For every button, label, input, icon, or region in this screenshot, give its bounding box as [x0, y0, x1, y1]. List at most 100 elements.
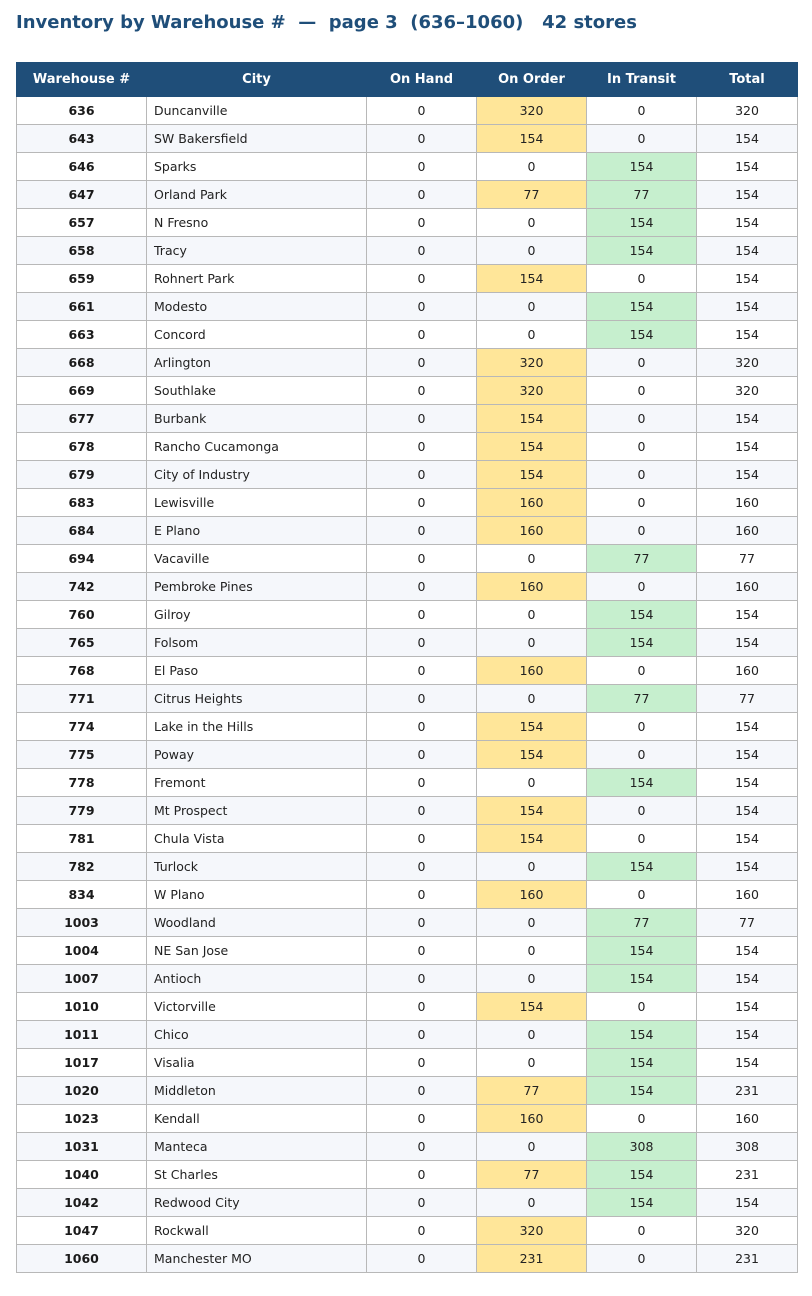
column-header-on-hand[interactable]: On Hand	[366, 62, 477, 97]
city-cell: Rockwall	[146, 1216, 367, 1245]
table-row: 684 E Plano 0 160 0 160	[16, 516, 798, 545]
on-hand-cell: 0	[366, 852, 477, 881]
on-hand-cell: 0	[366, 1216, 477, 1245]
warehouse-cell: 775	[16, 740, 147, 769]
table-row: 1007 Antioch 0 0 154 154	[16, 964, 798, 993]
in-transit-cell: 0	[586, 460, 697, 489]
inventory-table: Warehouse # City On Hand On Order In Tra…	[16, 62, 798, 1273]
table-row: 760 Gilroy 0 0 154 154	[16, 600, 798, 629]
city-cell: Middleton	[146, 1076, 367, 1105]
table-row: 647 Orland Park 0 77 77 154	[16, 180, 798, 209]
on-hand-cell: 0	[366, 796, 477, 825]
column-header-on-order[interactable]: On Order	[476, 62, 587, 97]
in-transit-cell: 154	[586, 320, 697, 349]
column-header-city[interactable]: City	[146, 62, 367, 97]
total-cell: 154	[696, 264, 798, 293]
total-cell: 154	[696, 236, 798, 265]
city-cell: SW Bakersfield	[146, 124, 367, 153]
in-transit-cell: 154	[586, 628, 697, 657]
in-transit-cell: 0	[586, 740, 697, 769]
table-row: 771 Citrus Heights 0 0 77 77	[16, 684, 798, 713]
warehouse-cell: 760	[16, 600, 147, 629]
on-hand-cell: 0	[366, 1020, 477, 1049]
on-hand-cell: 0	[366, 264, 477, 293]
city-cell: Mt Prospect	[146, 796, 367, 825]
total-cell: 154	[696, 824, 798, 853]
city-cell: Rancho Cucamonga	[146, 432, 367, 461]
on-hand-cell: 0	[366, 992, 477, 1021]
table-row: 663 Concord 0 0 154 154	[16, 320, 798, 349]
on-hand-cell: 0	[366, 320, 477, 349]
table-row: 636 Duncanville 0 320 0 320	[16, 96, 798, 125]
on-hand-cell: 0	[366, 236, 477, 265]
on-hand-cell: 0	[366, 656, 477, 685]
on-order-cell: 231	[476, 1244, 587, 1273]
in-transit-cell: 0	[586, 1216, 697, 1245]
on-order-cell: 0	[476, 544, 587, 573]
on-hand-cell: 0	[366, 180, 477, 209]
on-hand-cell: 0	[366, 1244, 477, 1273]
column-header-in-transit[interactable]: In Transit	[586, 62, 697, 97]
city-cell: Visalia	[146, 1048, 367, 1077]
in-transit-cell: 154	[586, 1160, 697, 1189]
in-transit-cell: 0	[586, 348, 697, 377]
table-row: 1003 Woodland 0 0 77 77	[16, 908, 798, 937]
on-order-cell: 160	[476, 572, 587, 601]
column-header-warehouse[interactable]: Warehouse #	[16, 62, 147, 97]
column-header-total[interactable]: Total	[696, 62, 798, 97]
on-hand-cell: 0	[366, 432, 477, 461]
city-cell: Redwood City	[146, 1188, 367, 1217]
warehouse-cell: 1020	[16, 1076, 147, 1105]
warehouse-cell: 659	[16, 264, 147, 293]
in-transit-cell: 154	[586, 208, 697, 237]
on-hand-cell: 0	[366, 544, 477, 573]
warehouse-cell: 1010	[16, 992, 147, 1021]
in-transit-cell: 0	[586, 376, 697, 405]
table-row: 765 Folsom 0 0 154 154	[16, 628, 798, 657]
table-row: 1010 Victorville 0 154 0 154	[16, 992, 798, 1021]
on-hand-cell: 0	[366, 96, 477, 125]
table-row: 768 El Paso 0 160 0 160	[16, 656, 798, 685]
in-transit-cell: 0	[586, 824, 697, 853]
table-row: 1020 Middleton 0 77 154 231	[16, 1076, 798, 1105]
total-cell: 231	[696, 1076, 798, 1105]
city-cell: Southlake	[146, 376, 367, 405]
table-row: 781 Chula Vista 0 154 0 154	[16, 824, 798, 853]
on-order-cell: 0	[476, 600, 587, 629]
total-cell: 154	[696, 460, 798, 489]
city-cell: Modesto	[146, 292, 367, 321]
in-transit-cell: 77	[586, 180, 697, 209]
table-row: 643 SW Bakersfield 0 154 0 154	[16, 124, 798, 153]
on-order-cell: 154	[476, 404, 587, 433]
city-cell: Lake in the Hills	[146, 712, 367, 741]
city-cell: St Charles	[146, 1160, 367, 1189]
total-cell: 154	[696, 852, 798, 881]
city-cell: Antioch	[146, 964, 367, 993]
warehouse-cell: 742	[16, 572, 147, 601]
on-hand-cell: 0	[366, 908, 477, 937]
total-cell: 154	[696, 936, 798, 965]
in-transit-cell: 0	[586, 404, 697, 433]
total-cell: 154	[696, 320, 798, 349]
on-hand-cell: 0	[366, 404, 477, 433]
on-order-cell: 154	[476, 824, 587, 853]
warehouse-cell: 663	[16, 320, 147, 349]
total-cell: 160	[696, 488, 798, 517]
warehouse-cell: 661	[16, 292, 147, 321]
in-transit-cell: 154	[586, 600, 697, 629]
warehouse-cell: 1007	[16, 964, 147, 993]
city-cell: Vacaville	[146, 544, 367, 573]
warehouse-cell: 1004	[16, 936, 147, 965]
total-cell: 160	[696, 516, 798, 545]
on-order-cell: 154	[476, 712, 587, 741]
in-transit-cell: 0	[586, 572, 697, 601]
warehouse-cell: 668	[16, 348, 147, 377]
total-cell: 320	[696, 1216, 798, 1245]
on-order-cell: 0	[476, 768, 587, 797]
in-transit-cell: 154	[586, 936, 697, 965]
city-cell: NE San Jose	[146, 936, 367, 965]
on-order-cell: 0	[476, 1048, 587, 1077]
in-transit-cell: 154	[586, 152, 697, 181]
table-row: 1040 St Charles 0 77 154 231	[16, 1160, 798, 1189]
city-cell: Orland Park	[146, 180, 367, 209]
